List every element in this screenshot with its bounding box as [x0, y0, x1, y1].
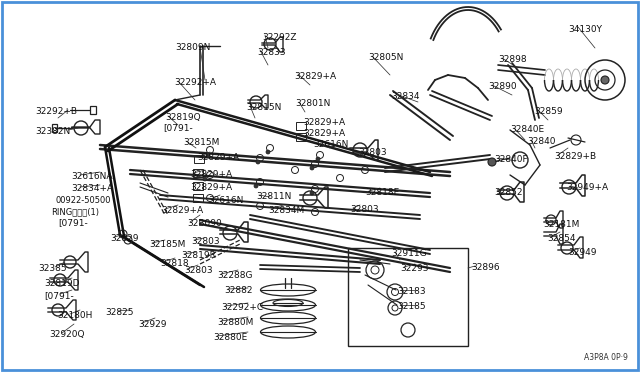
Text: 32809N: 32809N	[175, 43, 211, 52]
Text: 32859: 32859	[534, 107, 563, 116]
Text: 32829+A: 32829+A	[161, 206, 203, 215]
Text: 32819R: 32819R	[181, 251, 216, 260]
Text: 32288G: 32288G	[217, 271, 253, 280]
Text: 32803: 32803	[358, 148, 387, 157]
Text: 32185M: 32185M	[149, 240, 186, 249]
Text: 32292Z: 32292Z	[262, 33, 296, 42]
Circle shape	[601, 76, 609, 84]
Text: 32180H: 32180H	[57, 311, 92, 320]
Text: 32801N: 32801N	[295, 99, 330, 108]
Text: 32829+A: 32829+A	[303, 118, 345, 127]
Text: [0791-: [0791-	[163, 123, 193, 132]
Text: 32829+A: 32829+A	[197, 153, 239, 162]
Text: 32949: 32949	[568, 248, 596, 257]
Text: 32185: 32185	[397, 302, 426, 311]
Text: 32840: 32840	[527, 137, 556, 146]
Text: 32840F: 32840F	[494, 155, 527, 164]
Circle shape	[256, 160, 260, 164]
Text: 32829+A: 32829+A	[190, 170, 232, 179]
Text: 32815N: 32815N	[246, 103, 282, 112]
Text: 32818E: 32818E	[365, 188, 399, 197]
Text: 32292+B: 32292+B	[35, 107, 77, 116]
Text: [0791-: [0791-	[44, 291, 74, 300]
Bar	[296, 122, 306, 130]
Text: 34130Y: 34130Y	[568, 25, 602, 34]
Text: 32834+A: 32834+A	[71, 184, 113, 193]
Bar	[194, 155, 204, 163]
Circle shape	[254, 184, 258, 188]
Bar	[193, 194, 203, 202]
Bar	[348, 248, 468, 346]
Circle shape	[310, 191, 314, 195]
Text: 32898: 32898	[498, 55, 527, 64]
Text: 32929: 32929	[138, 320, 166, 329]
Text: 32616N: 32616N	[313, 140, 348, 149]
Text: 32815M: 32815M	[183, 138, 220, 147]
Text: 32949+A: 32949+A	[566, 183, 608, 192]
Text: 32833: 32833	[257, 48, 285, 57]
Text: 32803: 32803	[184, 266, 212, 275]
Text: 32805N: 32805N	[368, 53, 403, 62]
Text: 32181M: 32181M	[543, 220, 579, 229]
Text: 32616NA: 32616NA	[71, 172, 113, 181]
Text: 32818: 32818	[160, 259, 189, 268]
Text: 32829+A: 32829+A	[303, 129, 345, 138]
Text: A3P8A 0P·9: A3P8A 0P·9	[584, 353, 628, 362]
Text: 32854: 32854	[547, 234, 575, 243]
Text: 32803: 32803	[350, 205, 379, 214]
Text: 32880E: 32880E	[213, 333, 247, 342]
Circle shape	[488, 158, 496, 166]
Text: 32882: 32882	[224, 286, 253, 295]
Text: 32825: 32825	[105, 308, 134, 317]
Bar	[52, 124, 57, 132]
Text: 32896: 32896	[471, 263, 500, 272]
Text: 32829: 32829	[110, 234, 138, 243]
Text: 32890: 32890	[488, 82, 516, 91]
Text: 32616N: 32616N	[208, 196, 243, 205]
Bar	[193, 169, 203, 177]
Text: 32852: 32852	[494, 188, 522, 197]
Bar	[193, 182, 203, 190]
Text: 32382N: 32382N	[35, 127, 70, 136]
Text: 32292+A: 32292+A	[174, 78, 216, 87]
Text: 32829+A: 32829+A	[294, 72, 336, 81]
Text: 32811N: 32811N	[256, 192, 291, 201]
Text: 00922-50500: 00922-50500	[55, 196, 111, 205]
Text: 32911G: 32911G	[391, 249, 427, 258]
Text: 32880M: 32880M	[217, 318, 253, 327]
Text: 32920Q: 32920Q	[49, 330, 84, 339]
Circle shape	[310, 166, 314, 170]
Bar	[296, 133, 306, 141]
Circle shape	[206, 153, 210, 157]
Text: RINGリング(1): RINGリング(1)	[51, 207, 99, 216]
Text: 32293: 32293	[400, 264, 429, 273]
Text: 32819Q: 32819Q	[165, 113, 200, 122]
Text: 32292+C: 32292+C	[221, 303, 263, 312]
Circle shape	[266, 150, 270, 154]
Text: [0791-: [0791-	[58, 218, 88, 227]
Text: 32834M: 32834M	[268, 206, 304, 215]
Text: 32183: 32183	[397, 287, 426, 296]
Text: 32B090: 32B090	[187, 219, 221, 228]
Circle shape	[316, 157, 320, 161]
Text: 32834: 32834	[391, 92, 419, 101]
Bar	[90, 106, 96, 114]
Text: 32803: 32803	[191, 237, 220, 246]
Circle shape	[203, 177, 207, 181]
Text: 32819D: 32819D	[44, 279, 79, 288]
Text: 32829+A: 32829+A	[190, 183, 232, 192]
Text: 32385: 32385	[38, 264, 67, 273]
Text: 32840E: 32840E	[510, 125, 544, 134]
Text: 32829+B: 32829+B	[554, 152, 596, 161]
